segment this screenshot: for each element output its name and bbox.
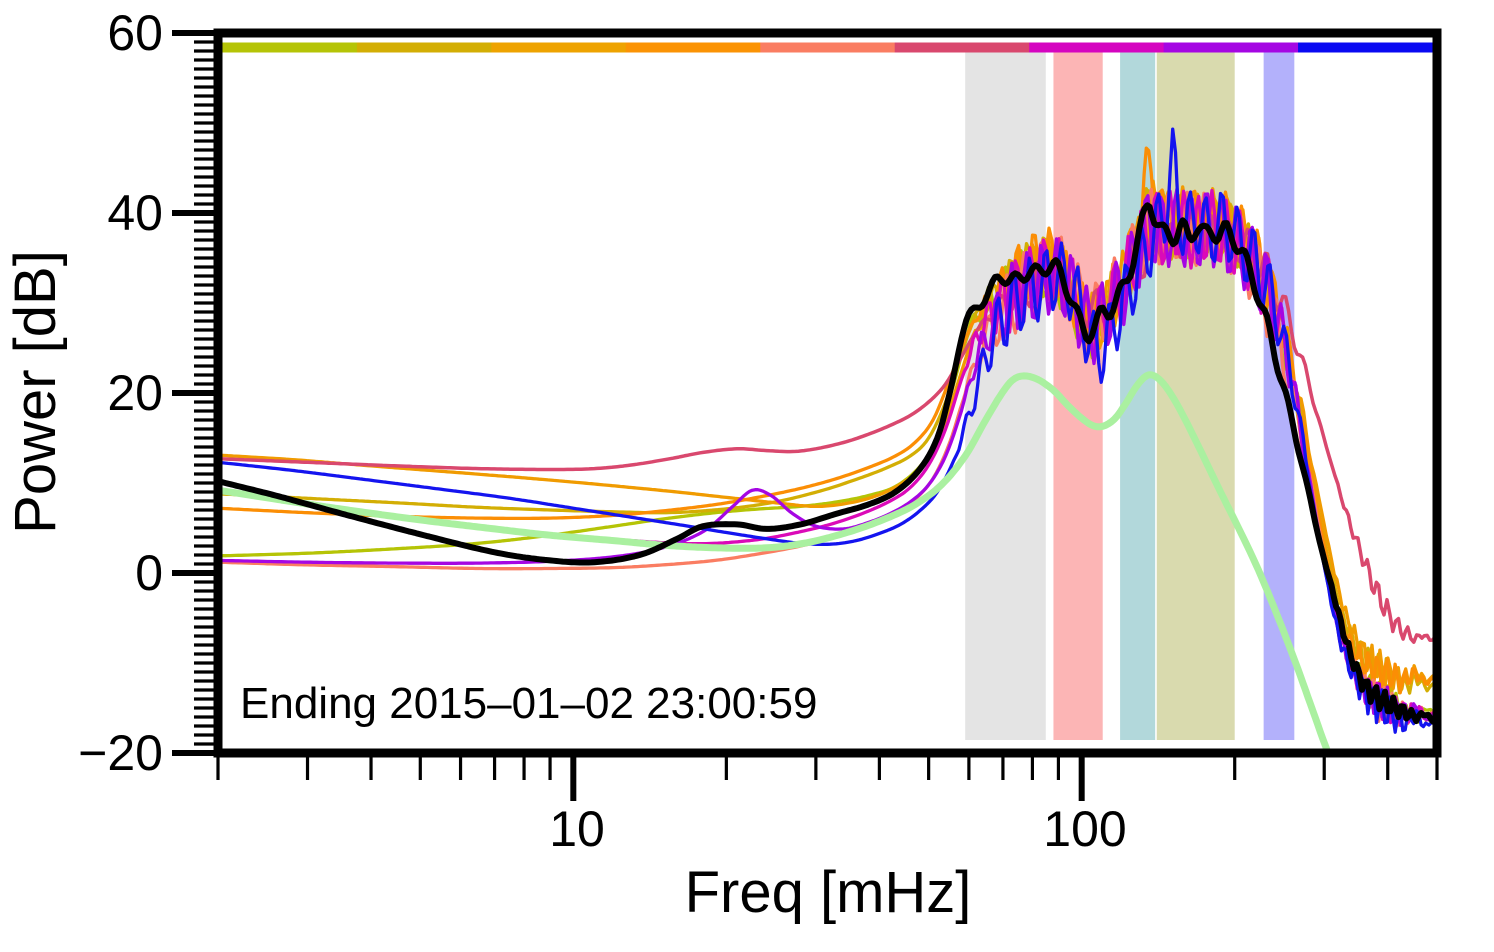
y-tick-label-0: 0 [135,545,163,601]
x-tick-label-100: 100 [1043,801,1127,857]
curve-model-lightgreen [222,371,1331,749]
y-tick-label-40: 40 [107,185,163,241]
y-tick-label-60: 60 [107,5,163,61]
curve-average-black [222,202,1433,725]
band-gray [965,52,1046,740]
colorbar-segment-9 [1298,42,1434,53]
x-axis-title: Freq [mHz] [684,860,972,925]
curve-spectrum-blue [222,127,1433,734]
y-tick-label-20: 20 [107,365,163,421]
colorbar-segment-7 [1029,42,1165,53]
ending-timestamp-annotation: Ending 2015–01–02 23:00:59 [240,679,818,728]
curve-spectrum-rose [222,211,1433,644]
colorbar-segment-8 [1163,42,1299,53]
colorbar-segment-5 [760,42,896,53]
colorbar-segment-2 [356,42,492,53]
plot-frame [213,28,1442,758]
colorbar-segment-3 [491,42,627,53]
x-tick-label-10: 10 [549,801,605,857]
colorbar-segment-1 [222,42,358,53]
y-axis-title: Power [dB] [3,250,68,534]
colorbar-segment-6 [894,42,1030,53]
colorbar-segment-4 [625,42,761,53]
y-tick-label-m20: −20 [78,725,163,781]
curve-spectrum-orange-bright [222,146,1433,695]
